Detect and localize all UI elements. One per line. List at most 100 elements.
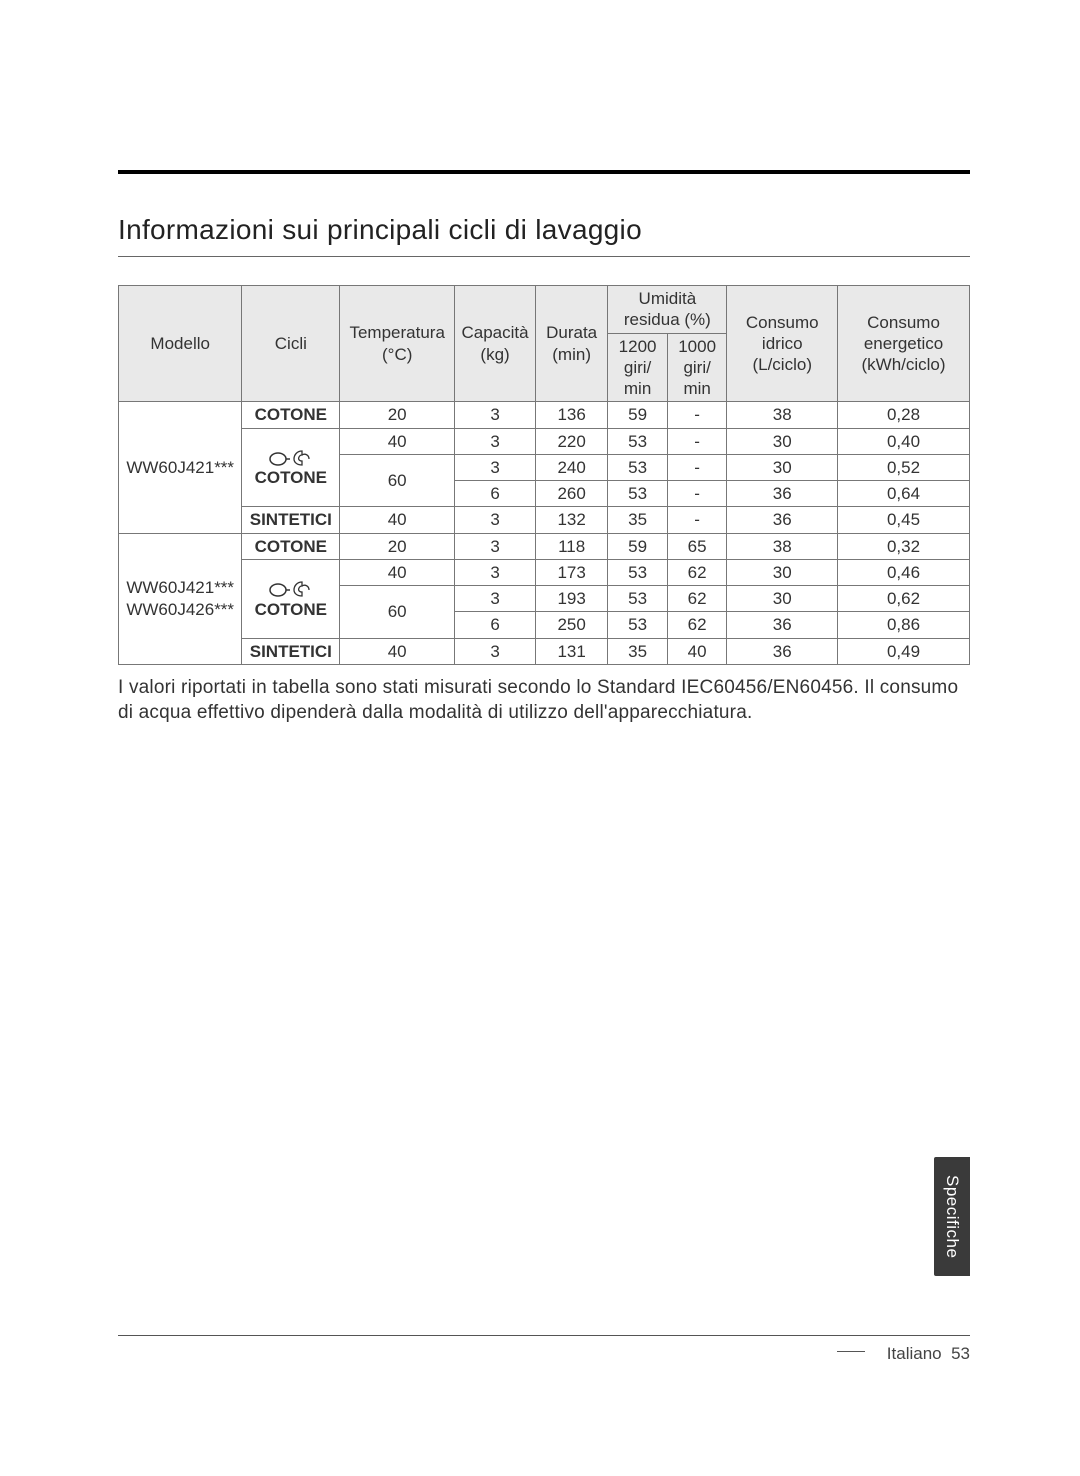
cell-u1000: - — [667, 507, 727, 533]
th-consumo-idrico: Consumoidrico(L/ciclo) — [727, 286, 838, 402]
cell-capacita: 6 — [455, 481, 536, 507]
cell-durata: 250 — [535, 612, 607, 638]
cell-temperatura: 40 — [340, 638, 455, 664]
cell-u1000: 62 — [667, 612, 727, 638]
cell-temperatura: 40 — [340, 559, 455, 585]
note-text: I valori riportati in tabella sono stati… — [118, 675, 970, 726]
cell-durata: 173 — [535, 559, 607, 585]
cell-water: 36 — [727, 612, 838, 638]
cell-water: 30 — [727, 586, 838, 612]
cell-durata: 193 — [535, 586, 607, 612]
cotton-eco-icon — [269, 449, 313, 467]
cell-u1000: - — [667, 454, 727, 480]
section-tab: Specifiche — [934, 1157, 970, 1276]
cell-energy: 0,45 — [838, 507, 970, 533]
cell-u1000: - — [667, 402, 727, 428]
th-capacita: Capacità(kg) — [455, 286, 536, 402]
cell-water: 38 — [727, 533, 838, 559]
cell-capacita: 3 — [455, 402, 536, 428]
cell-capacita: 6 — [455, 612, 536, 638]
cell-u1000: 62 — [667, 559, 727, 585]
th-durata: Durata(min) — [535, 286, 607, 402]
top-rule — [118, 170, 970, 174]
cell-capacita: 3 — [455, 638, 536, 664]
th-umidita-1000: 1000giri/min — [667, 333, 727, 402]
cell-water: 30 — [727, 559, 838, 585]
cell-u1200: 53 — [608, 586, 668, 612]
page: Informazioni sui principali cicli di lav… — [0, 0, 1080, 1476]
footer-text: Italiano 53 — [887, 1344, 970, 1364]
table-row: SINTETICI4031313540360,49 — [119, 638, 970, 664]
cell-water: 36 — [727, 481, 838, 507]
cell-durata: 260 — [535, 481, 607, 507]
cell-energy: 0,40 — [838, 428, 970, 454]
cell-energy: 0,52 — [838, 454, 970, 480]
cell-water: 30 — [727, 454, 838, 480]
footer-dash — [837, 1351, 865, 1352]
cell-cicli: COTONE — [242, 428, 340, 507]
wash-cycles-table: Modello Cicli Temperatura(°C) Capacità(k… — [118, 285, 970, 665]
cell-energy: 0,49 — [838, 638, 970, 664]
cell-temperatura: 40 — [340, 428, 455, 454]
table-header: Modello Cicli Temperatura(°C) Capacità(k… — [119, 286, 970, 402]
cell-modello: WW60J421***WW60J426*** — [119, 533, 242, 664]
cell-capacita: 3 — [455, 454, 536, 480]
cell-water: 36 — [727, 638, 838, 664]
table-row: COTONE4031735362300,46 — [119, 559, 970, 585]
cell-u1000: 40 — [667, 638, 727, 664]
cell-energy: 0,32 — [838, 533, 970, 559]
cell-capacita: 3 — [455, 428, 536, 454]
cell-cicli: SINTETICI — [242, 638, 340, 664]
cell-u1200: 35 — [608, 638, 668, 664]
th-consumo-energetico: Consumoenergetico(kWh/ciclo) — [838, 286, 970, 402]
cell-u1000: - — [667, 428, 727, 454]
footer-page: 53 — [951, 1344, 970, 1363]
cell-temperatura: 20 — [340, 533, 455, 559]
cell-capacita: 3 — [455, 533, 536, 559]
cell-u1000: 62 — [667, 586, 727, 612]
cell-u1200: 59 — [608, 533, 668, 559]
cell-u1200: 53 — [608, 454, 668, 480]
cell-water: 36 — [727, 507, 838, 533]
cell-capacita: 3 — [455, 559, 536, 585]
cell-durata: 131 — [535, 638, 607, 664]
footer-rule: Italiano 53 — [118, 1335, 970, 1336]
table-row: COTONE40322053-300,40 — [119, 428, 970, 454]
cell-u1200: 59 — [608, 402, 668, 428]
table-row: SINTETICI40313235-360,45 — [119, 507, 970, 533]
cell-durata: 220 — [535, 428, 607, 454]
cell-cicli: SINTETICI — [242, 507, 340, 533]
cell-cicli: COTONE — [242, 402, 340, 428]
cell-u1200: 53 — [608, 481, 668, 507]
cell-energy: 0,62 — [838, 586, 970, 612]
cell-modello: WW60J421*** — [119, 402, 242, 533]
table-row: WW60J421***COTONE20313659-380,28 — [119, 402, 970, 428]
cell-u1200: 53 — [608, 428, 668, 454]
cell-capacita: 3 — [455, 507, 536, 533]
cell-water: 38 — [727, 402, 838, 428]
th-temperatura: Temperatura(°C) — [340, 286, 455, 402]
cell-durata: 132 — [535, 507, 607, 533]
cell-temperatura: 60 — [340, 454, 455, 507]
cell-capacita: 3 — [455, 586, 536, 612]
th-umidita-group: Umiditàresidua (%) — [608, 286, 727, 334]
th-cicli: Cicli — [242, 286, 340, 402]
cell-u1200: 53 — [608, 612, 668, 638]
cell-u1200: 53 — [608, 559, 668, 585]
cell-energy: 0,28 — [838, 402, 970, 428]
table-row: WW60J421***WW60J426***COTONE203118596538… — [119, 533, 970, 559]
th-modello: Modello — [119, 286, 242, 402]
cell-u1200: 35 — [608, 507, 668, 533]
cell-u1000: - — [667, 481, 727, 507]
th-umidita-1200: 1200giri/min — [608, 333, 668, 402]
cell-durata: 136 — [535, 402, 607, 428]
cell-durata: 240 — [535, 454, 607, 480]
cell-energy: 0,64 — [838, 481, 970, 507]
page-title: Informazioni sui principali cicli di lav… — [118, 214, 970, 246]
cell-cicli: COTONE — [242, 559, 340, 638]
table-body: WW60J421***COTONE20313659-380,28COTONE40… — [119, 402, 970, 665]
cell-cicli: COTONE — [242, 533, 340, 559]
cell-durata: 118 — [535, 533, 607, 559]
cell-energy: 0,46 — [838, 559, 970, 585]
cell-temperatura: 60 — [340, 586, 455, 639]
